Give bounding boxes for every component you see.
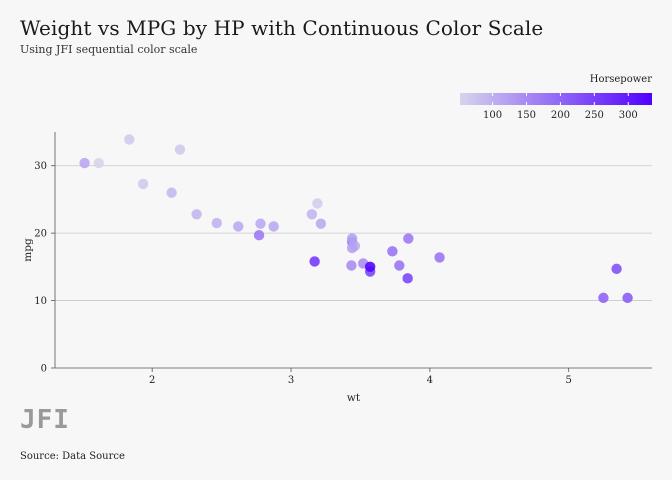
- data-point: [315, 218, 327, 229]
- data-point: [253, 229, 265, 241]
- legend-colorbar: [460, 93, 652, 105]
- data-point: [309, 256, 320, 267]
- x-axis-label: wt: [347, 392, 361, 404]
- data-point: [598, 292, 609, 304]
- data-point: [191, 209, 202, 220]
- chart-subtitle: Using JFI sequential color scale: [20, 43, 198, 56]
- x-tick-label: 2: [149, 375, 155, 386]
- data-point: [611, 263, 622, 275]
- data-point: [364, 261, 376, 273]
- data-point: [268, 221, 279, 232]
- source-note: Source: Data Source: [20, 451, 125, 462]
- data-point: [346, 233, 358, 244]
- data-point: [137, 178, 149, 190]
- data-point: [387, 246, 398, 257]
- data-point: [312, 198, 323, 209]
- data-point: [306, 209, 318, 220]
- chart-title: Weight vs MPG by HP with Continuous Colo…: [20, 16, 544, 40]
- y-tick-label: 30: [34, 161, 47, 172]
- data-point: [346, 242, 358, 254]
- x-tick-label: 5: [566, 375, 572, 386]
- y-tick-label: 20: [34, 229, 47, 240]
- data-point: [434, 252, 445, 263]
- data-point: [403, 233, 414, 244]
- data-point: [211, 217, 222, 229]
- data-point: [93, 157, 104, 169]
- y-tick-label: 10: [34, 296, 47, 307]
- legend-tick-label: 200: [551, 110, 570, 121]
- data-point: [255, 218, 266, 229]
- data-point: [174, 144, 186, 155]
- data-point: [402, 273, 413, 284]
- data-point: [166, 187, 177, 198]
- data-point: [622, 292, 633, 304]
- legend-tick-label: 250: [585, 110, 604, 121]
- legend-tick-label: 300: [619, 110, 638, 121]
- data-point: [394, 260, 405, 271]
- data-point: [346, 260, 357, 271]
- data-point: [233, 221, 244, 232]
- data-point: [79, 157, 90, 169]
- legend-tick-label: 100: [483, 110, 502, 121]
- x-tick-label: 3: [288, 375, 294, 386]
- data-point: [124, 134, 135, 145]
- legend-tick-label: 150: [517, 110, 536, 121]
- x-tick-label: 4: [427, 375, 433, 386]
- legend-title: Horsepower: [590, 74, 652, 85]
- y-tick-label: 0: [41, 364, 47, 375]
- y-axis-label: mpg: [22, 238, 34, 262]
- jfi-logo: JFI: [20, 405, 70, 435]
